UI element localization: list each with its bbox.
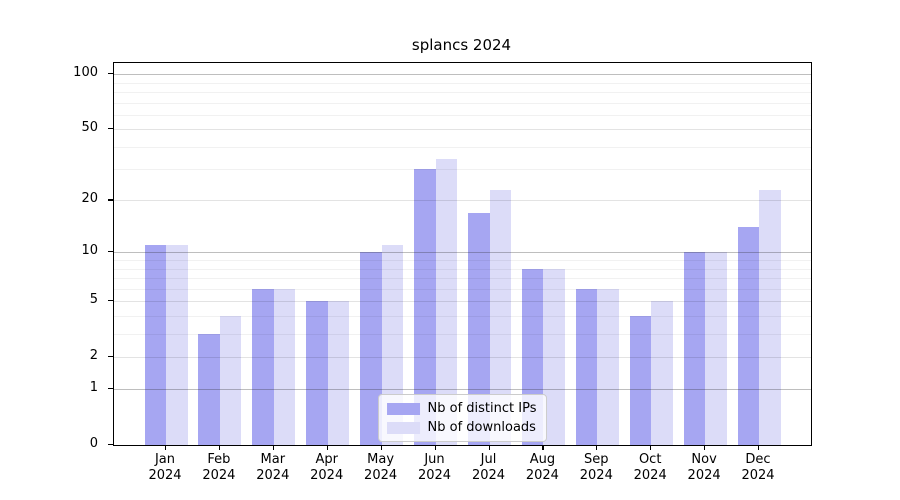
bar-apr-2024-ips bbox=[306, 301, 328, 445]
plot-area: Nb of distinct IPs Nb of downloads bbox=[113, 62, 812, 446]
gridline-30 bbox=[114, 169, 811, 171]
gridline-70 bbox=[114, 102, 811, 104]
x-tick-mark bbox=[380, 445, 382, 450]
bar-jul-2024-ips bbox=[468, 212, 490, 445]
x-tick-mark bbox=[218, 445, 221, 450]
x-tick-mark bbox=[434, 445, 436, 450]
y-tick-mark bbox=[108, 199, 113, 201]
bar-may-2024-ips bbox=[360, 252, 382, 445]
gridline-90 bbox=[114, 82, 811, 84]
legend-label-distinct-ips: Nb of distinct IPs bbox=[427, 401, 537, 416]
gridline-8 bbox=[114, 268, 811, 270]
x-tick-mark bbox=[488, 445, 490, 450]
y-tick-label-100: 100 bbox=[73, 65, 98, 81]
x-tick-label-dec: Dec 2024 bbox=[741, 452, 775, 483]
gridline-40 bbox=[114, 146, 811, 148]
bar-nov-2024-downloads bbox=[705, 252, 727, 445]
bar-aug-2024-downloads bbox=[543, 268, 565, 445]
x-tick-mark bbox=[165, 445, 167, 450]
chart-title: splancs 2024 bbox=[411, 36, 512, 54]
x-tick-label-jul: Jul 2024 bbox=[471, 452, 506, 483]
legend-label-downloads: Nb of downloads bbox=[427, 420, 536, 435]
bar-dec-2024-downloads bbox=[759, 189, 781, 445]
y-tick-label-1: 1 bbox=[89, 380, 98, 396]
gridline-80 bbox=[114, 91, 811, 93]
gridline-5 bbox=[114, 301, 811, 302]
y-tick-mark bbox=[108, 388, 113, 390]
x-tick-mark bbox=[596, 445, 598, 450]
bar-mar-2024-downloads bbox=[273, 288, 296, 445]
legend-swatch-downloads-icon bbox=[386, 421, 420, 434]
x-tick-mark bbox=[326, 445, 328, 450]
bar-jun-2024-ips bbox=[414, 169, 436, 445]
bar-sep-2024-ips bbox=[575, 288, 598, 445]
x-tick-label-apr: Apr 2024 bbox=[310, 452, 344, 483]
legend: Nb of distinct IPs Nb of downloads bbox=[377, 394, 548, 442]
bar-oct-2024-downloads bbox=[651, 301, 673, 445]
gridline-7 bbox=[114, 277, 811, 279]
x-tick-label-jun: Jun 2024 bbox=[417, 452, 452, 483]
y-tick-label-20: 20 bbox=[81, 191, 98, 207]
bar-apr-2024-downloads bbox=[327, 301, 350, 445]
y-tick-mark bbox=[108, 128, 113, 130]
x-tick-mark bbox=[650, 445, 652, 450]
gridline-4 bbox=[114, 315, 811, 317]
gridline-10 bbox=[114, 252, 811, 254]
bar-nov-2024-ips bbox=[683, 252, 706, 445]
x-tick-mark bbox=[542, 445, 544, 450]
x-tick-label-aug: Aug 2024 bbox=[525, 452, 559, 483]
bar-dec-2024-ips bbox=[737, 227, 759, 445]
legend-item-distinct-ips: Nb of distinct IPs bbox=[386, 401, 537, 416]
x-tick-label-jan: Jan 2024 bbox=[148, 452, 182, 483]
bar-feb-2024-downloads bbox=[219, 315, 242, 445]
y-tick-label-0: 0 bbox=[89, 436, 98, 451]
bar-jun-2024-downloads bbox=[435, 159, 457, 445]
bar-oct-2024-ips bbox=[629, 315, 652, 445]
legend-swatch-distinct-ips-icon bbox=[386, 402, 420, 415]
x-tick-label-sep: Sep 2024 bbox=[579, 452, 613, 483]
bar-jan-2024-ips bbox=[144, 245, 166, 445]
x-tick-mark bbox=[704, 445, 706, 450]
y-tick-label-5: 5 bbox=[89, 292, 98, 307]
x-tick-label-feb: Feb 2024 bbox=[202, 452, 236, 483]
y-tick-label-2: 2 bbox=[89, 347, 98, 363]
gridline-100 bbox=[114, 74, 811, 76]
legend-item-downloads: Nb of downloads bbox=[386, 420, 537, 435]
x-tick-mark bbox=[758, 445, 760, 450]
y-tick-label-50: 50 bbox=[81, 120, 98, 136]
x-tick-label-nov: Nov 2024 bbox=[687, 452, 721, 483]
bar-sep-2024-downloads bbox=[597, 288, 619, 445]
y-tick-mark bbox=[108, 73, 113, 75]
y-tick-mark bbox=[108, 444, 113, 446]
y-tick-mark bbox=[108, 300, 113, 302]
y-tick-label-10: 10 bbox=[81, 243, 98, 259]
gridline-1 bbox=[114, 389, 811, 391]
gridline-6 bbox=[114, 288, 811, 290]
x-tick-label-mar: Mar 2024 bbox=[256, 452, 290, 483]
x-tick-mark bbox=[272, 445, 274, 450]
y-tick-mark bbox=[108, 355, 113, 357]
x-tick-label-oct: Oct 2024 bbox=[633, 452, 667, 483]
gridline-20 bbox=[114, 200, 811, 202]
bar-mar-2024-ips bbox=[252, 288, 274, 445]
bar-feb-2024-ips bbox=[198, 333, 220, 445]
gridline-3 bbox=[114, 333, 811, 335]
bar-jan-2024-downloads bbox=[166, 245, 188, 445]
x-tick-label-may: May 2024 bbox=[364, 452, 398, 483]
bar-jul-2024-downloads bbox=[489, 189, 511, 445]
y-tick-mark bbox=[108, 251, 113, 253]
gridline-9 bbox=[114, 260, 811, 261]
gridline-60 bbox=[114, 114, 811, 116]
gridline-50 bbox=[114, 129, 811, 131]
gridline-2 bbox=[114, 356, 811, 358]
